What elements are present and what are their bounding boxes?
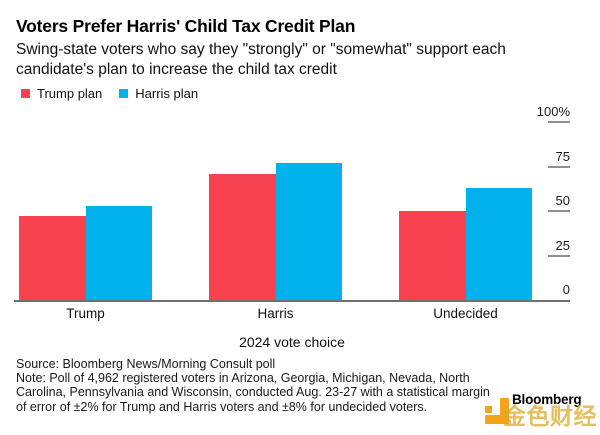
x-category-label-undecided: Undecided <box>433 306 498 321</box>
bar-trump-plan-harris <box>209 173 276 300</box>
source-line: Source: Bloomberg News/Morning Consult p… <box>16 357 276 371</box>
bar-trump-plan-undecided <box>399 211 466 300</box>
plot-area: 0 25 50 75 100% Trump Harris Undecided <box>14 105 570 321</box>
branding-block: Bloomberg 金色财经 <box>483 388 598 434</box>
legend-label: Harris plan <box>135 86 199 101</box>
watermark-text: 金色财经 <box>503 403 597 429</box>
x-axis-title: 2024 vote choice <box>239 334 345 350</box>
x-axis-line <box>14 300 570 302</box>
footer: Source: Bloomberg News/Morning Consult p… <box>16 357 492 414</box>
y-tick-50 <box>548 210 570 212</box>
y-tick-label-25: 25 <box>555 237 570 253</box>
y-tick-label-0: 0 <box>562 282 570 297</box>
jinse-finance-logo-icon <box>485 398 509 424</box>
legend-item-harris-plan: Harris plan <box>119 86 198 101</box>
chart-subtitle: Swing-state voters who say they "strongl… <box>16 41 506 78</box>
x-category-label-trump: Trump <box>66 306 105 321</box>
y-tick-label-50: 50 <box>555 193 570 208</box>
bar-harris-plan-harris <box>275 162 342 300</box>
bar-harris-plan-trump <box>85 205 152 300</box>
legend-swatch-trump-plan <box>21 89 30 98</box>
chart-legend: Trump plan Harris plan <box>21 86 198 101</box>
y-tick-label-100: 100% <box>536 104 570 119</box>
y-tick-label-75: 75 <box>555 148 570 164</box>
y-tick-100 <box>548 121 570 123</box>
bar-trump-plan-trump <box>19 216 86 300</box>
bloomberg-logo-text: Bloomberg <box>512 392 582 407</box>
note-text: Note: Poll of 4,962 registered voters in… <box>16 371 490 414</box>
legend-label: Trump plan <box>37 86 103 101</box>
bar-group-trump <box>19 205 152 300</box>
bar-group-harris <box>209 162 342 300</box>
x-category-label-harris: Harris <box>257 306 294 321</box>
legend-swatch-harris-plan <box>119 89 129 98</box>
y-tick-25 <box>548 254 570 257</box>
chart-title: Voters Prefer Harris' Child Tax Credit P… <box>16 16 356 36</box>
legend-item-trump-plan: Trump plan <box>21 86 102 101</box>
y-tick-75 <box>548 165 570 168</box>
bar-harris-plan-undecided <box>465 187 532 300</box>
bar-group-undecided <box>399 187 532 300</box>
